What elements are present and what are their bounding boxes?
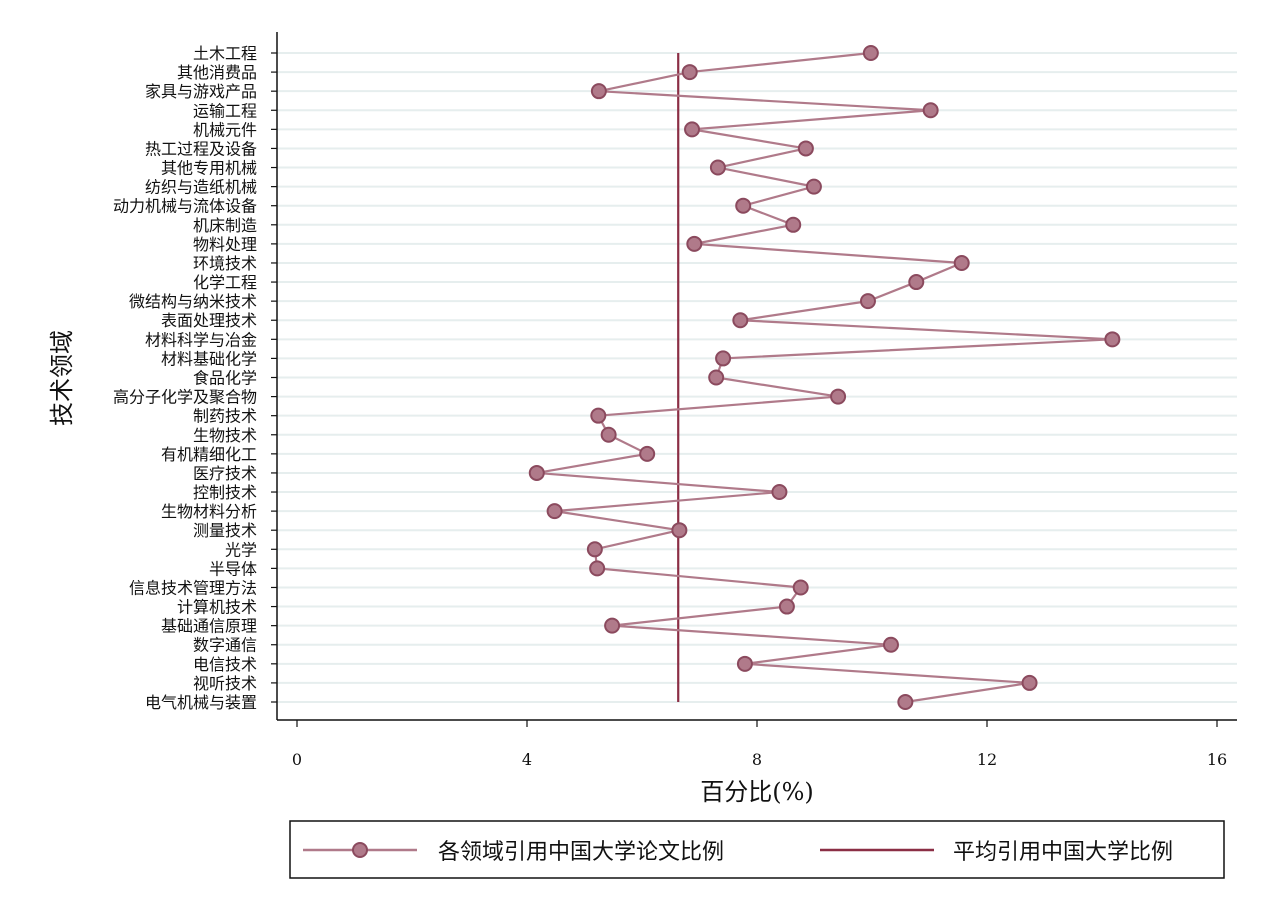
- category-label: 基础通信原理: [161, 617, 257, 636]
- category-label: 信息技术管理方法: [129, 578, 257, 597]
- x-tick-label: 16: [1207, 750, 1227, 769]
- legend-series-marker: [352, 842, 368, 858]
- legend-reference-label: 平均引用中国大学比例: [953, 840, 1173, 865]
- category-label: 生物材料分析: [161, 502, 257, 521]
- data-point: [830, 388, 847, 405]
- data-point: [908, 274, 925, 291]
- category-label: 物料处理: [193, 235, 257, 254]
- data-point: [604, 617, 621, 634]
- data-point: [590, 407, 607, 424]
- category-label: 食品化学: [193, 369, 257, 388]
- data-point: [732, 312, 749, 329]
- category-label: 测量技术: [193, 521, 257, 540]
- category-label: 环境技术: [193, 254, 257, 273]
- data-point: [862, 45, 879, 61]
- category-label: 计算机技术: [177, 598, 257, 617]
- category-label: 光学: [225, 540, 257, 559]
- data-point: [639, 445, 656, 462]
- data-point: [546, 503, 563, 520]
- category-label: 医疗技术: [193, 464, 257, 483]
- category-label: 有机精细化工: [161, 445, 257, 464]
- category-label: 家具与游戏产品: [145, 82, 257, 101]
- data-point: [708, 369, 725, 386]
- data-point: [590, 83, 607, 100]
- series-layer: [528, 45, 1121, 710]
- data-point: [686, 235, 703, 252]
- data-point: [805, 178, 822, 195]
- data-point: [528, 464, 545, 481]
- category-label: 控制技术: [193, 483, 257, 502]
- category-label: 生物技术: [193, 426, 257, 445]
- data-point: [736, 655, 753, 672]
- category-label: 高分子化学及聚合物: [113, 388, 257, 407]
- data-point: [922, 102, 939, 119]
- category-label: 其他专用机械: [161, 159, 257, 178]
- data-point: [681, 64, 698, 81]
- x-tick-label: 0: [292, 750, 302, 769]
- data-point: [709, 159, 726, 176]
- data-point: [589, 560, 606, 577]
- category-label: 表面处理技术: [161, 311, 257, 330]
- category-label: 电气机械与装置: [145, 693, 257, 712]
- data-point: [735, 197, 752, 214]
- category-labels: 土木工程其他消费品家具与游戏产品运输工程机械元件热工过程及设备其他专用机械纺织与…: [113, 44, 277, 712]
- category-label: 热工过程及设备: [145, 139, 257, 158]
- category-label: 材料基础化学: [161, 349, 257, 368]
- x-tick-label: 12: [977, 750, 997, 769]
- category-label: 运输工程: [193, 101, 257, 120]
- data-point: [600, 426, 617, 443]
- category-label: 微结构与纳米技术: [129, 292, 257, 311]
- category-label: 材料科学与冶金: [145, 330, 257, 349]
- category-label: 半导体: [209, 559, 257, 578]
- category-label: 动力机械与流体设备: [113, 197, 257, 216]
- legend-box: [289, 820, 1225, 879]
- data-point: [778, 598, 795, 615]
- data-point: [792, 579, 809, 596]
- category-label: 机床制造: [193, 216, 257, 235]
- category-label: 纺织与造纸机械: [145, 178, 257, 197]
- x-tick-label: 8: [752, 750, 762, 769]
- x-axis-title: 百分比(%): [700, 778, 814, 806]
- category-label: 电信技术: [193, 655, 257, 674]
- category-label: 制药技术: [193, 407, 257, 426]
- data-point: [897, 694, 914, 710]
- x-tick-label: 4: [522, 750, 532, 769]
- data-point: [771, 484, 788, 501]
- grid-lines: [277, 52, 1237, 703]
- data-point: [859, 293, 876, 310]
- data-point: [684, 121, 701, 138]
- data-point: [953, 254, 970, 271]
- data-point: [797, 140, 814, 157]
- data-point: [1021, 674, 1038, 691]
- data-point: [785, 216, 802, 233]
- category-label: 视听技术: [193, 674, 257, 693]
- legend-series-label: 各领域引用中国大学论文比例: [438, 840, 724, 865]
- data-point: [715, 350, 732, 367]
- data-point: [671, 522, 688, 539]
- category-label: 其他消费品: [177, 63, 257, 82]
- axes: [276, 32, 1237, 721]
- legend: 各领域引用中国大学论文比例 平均引用中国大学比例: [289, 820, 1225, 879]
- category-label: 化学工程: [193, 273, 257, 292]
- x-ticks: 0 4 8 12 16: [292, 720, 1227, 769]
- category-label: 机械元件: [193, 120, 257, 139]
- data-point: [586, 541, 603, 558]
- data-point: [882, 636, 899, 653]
- y-axis-title: 技术领域: [48, 330, 76, 426]
- category-label: 数字通信: [193, 636, 257, 655]
- category-label: 土木工程: [193, 44, 257, 63]
- data-point: [1104, 331, 1121, 348]
